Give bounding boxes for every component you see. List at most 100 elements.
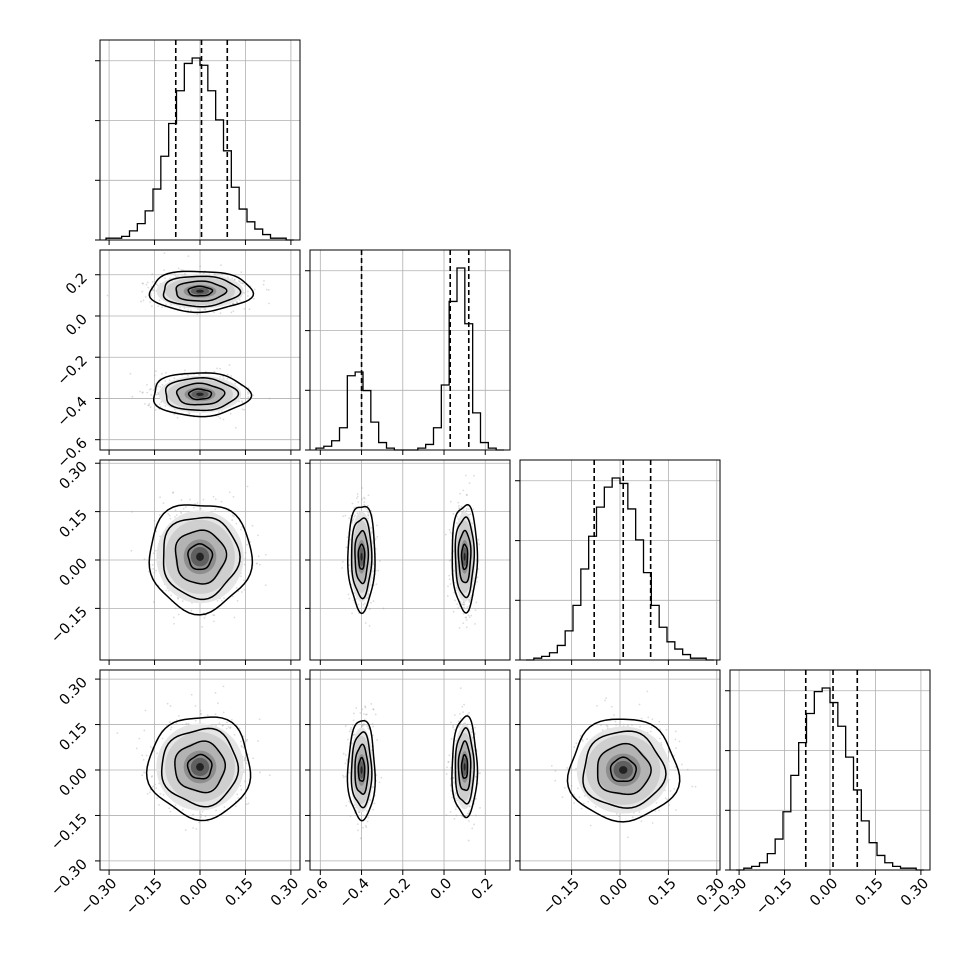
point (157, 305, 160, 308)
x-tick-label: 0.2 (469, 876, 497, 904)
point (566, 767, 569, 769)
point (457, 607, 459, 609)
point (466, 606, 469, 608)
point (163, 252, 166, 255)
point (155, 283, 158, 286)
point (455, 522, 458, 525)
point (446, 595, 449, 597)
point (232, 310, 235, 313)
point (347, 738, 349, 741)
point (463, 606, 465, 609)
histogram-panel-3 (725, 669, 931, 871)
point (234, 805, 237, 808)
point (194, 719, 197, 722)
point (158, 299, 161, 302)
contour-3 (187, 543, 214, 571)
point (355, 707, 358, 709)
point (660, 742, 663, 744)
point (459, 724, 461, 726)
point (601, 729, 604, 731)
panel-body (310, 460, 510, 660)
point (654, 810, 657, 813)
point (615, 813, 618, 815)
point (201, 810, 204, 813)
point (456, 515, 459, 518)
point (165, 589, 168, 592)
point (236, 301, 239, 304)
point (145, 283, 148, 286)
density-level-5 (463, 763, 466, 771)
point (342, 774, 344, 777)
point (167, 513, 170, 515)
point (448, 574, 451, 577)
point (151, 305, 153, 308)
point (361, 724, 364, 727)
point (351, 612, 353, 615)
point (462, 489, 465, 492)
point (362, 603, 365, 606)
gridlines (520, 460, 720, 661)
point (359, 837, 362, 840)
point (640, 820, 643, 823)
point (631, 816, 634, 819)
point (367, 727, 370, 729)
point (181, 600, 184, 602)
point (173, 622, 175, 625)
point (447, 761, 450, 763)
point (245, 740, 248, 742)
point (232, 302, 234, 305)
point (180, 512, 183, 515)
point (449, 784, 452, 787)
point (164, 405, 167, 407)
point (450, 766, 452, 769)
point (151, 281, 154, 283)
point (479, 772, 481, 774)
density-level-5 (463, 552, 466, 561)
point (454, 808, 457, 811)
point (375, 774, 378, 777)
point (473, 474, 475, 477)
y-tick-label: −0.4 (55, 394, 91, 430)
point (173, 377, 176, 379)
point (372, 708, 375, 711)
point (372, 734, 374, 737)
point (649, 730, 652, 733)
point (161, 383, 164, 386)
point (638, 811, 641, 813)
point (451, 796, 454, 799)
point (353, 804, 356, 807)
point (268, 397, 271, 400)
point (457, 720, 460, 723)
point (367, 596, 369, 599)
point (151, 775, 154, 777)
histogram-panel-0 (95, 39, 301, 241)
point (141, 290, 144, 293)
point (370, 601, 372, 604)
scatter-points-0 (341, 487, 385, 627)
point (239, 740, 242, 743)
point (165, 303, 167, 306)
point (453, 728, 456, 731)
point (465, 493, 468, 496)
point (459, 492, 461, 495)
contour-2 (596, 742, 652, 796)
point (264, 553, 267, 556)
point (232, 302, 235, 305)
point (448, 529, 451, 531)
point (243, 758, 246, 761)
panel-frame (309, 249, 511, 451)
point (156, 797, 159, 800)
point (231, 514, 234, 517)
point (156, 385, 159, 388)
point (226, 721, 228, 724)
point (580, 807, 583, 810)
point (352, 719, 355, 722)
contour-0 (152, 372, 253, 418)
contour-0 (451, 715, 479, 819)
point (467, 598, 470, 601)
point (594, 805, 597, 808)
point (349, 728, 352, 731)
x-tick-label: 0.00 (177, 876, 211, 910)
point (178, 715, 180, 717)
point (149, 406, 152, 409)
